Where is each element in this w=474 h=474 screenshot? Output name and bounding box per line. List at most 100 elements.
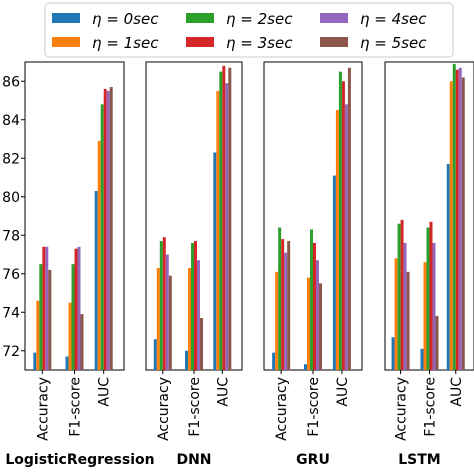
x-tick-label: AUC [449,377,465,407]
bar [435,316,439,370]
bar [97,140,101,370]
bar [284,252,288,370]
y-tick-label: 74 [2,305,20,321]
panel-title: LogisticRegression [5,452,154,468]
y-tick-label: 78 [2,228,20,244]
legend-swatch [320,13,348,23]
x-tick-label: F1-score [306,377,322,437]
bar [153,339,157,370]
panel: Accuracy F1-score AUC LogisticRegression [5,61,155,468]
y-tick-label: 86 [2,74,20,90]
legend-label: η = 3sec [226,34,293,52]
x-tick-label: Accuracy [394,377,410,441]
legend-swatch [320,37,348,47]
bar [432,242,436,370]
bar [33,352,37,370]
bar [109,87,113,371]
bar [458,67,462,371]
bar [77,246,81,370]
bar [188,267,191,370]
legend-swatch [52,13,80,23]
bar [200,318,203,370]
bar [316,260,319,370]
bar [162,237,166,370]
y-tick-label: 72 [2,344,20,360]
bar [394,258,398,370]
bar [185,350,188,370]
bar [461,77,465,371]
bar [426,227,430,370]
bar [281,239,285,370]
bar [191,242,194,370]
bar [68,302,72,370]
bar [74,248,78,370]
bar [406,271,410,370]
bar [228,67,232,371]
bar [344,104,348,370]
bar [335,110,339,370]
y-tick-label: 80 [2,190,20,206]
x-tick-label: F1-score [187,377,203,437]
bar [310,229,313,370]
y-tick-label: 84 [2,113,20,129]
bar [272,352,276,370]
bar [213,152,217,370]
bar [341,81,345,370]
legend-label: η = 2sec [226,10,293,28]
bar [168,275,172,370]
legend-frame [44,2,454,58]
bar [219,71,223,370]
legend-label: η = 4sec [360,10,427,28]
bar [197,260,200,370]
bar [420,348,424,370]
x-tick-label: Accuracy [156,377,172,441]
panel-title: GRU [296,452,330,468]
bar [42,246,46,370]
bar [275,271,279,370]
bar [48,269,52,370]
panel: Accuracy F1-score AUC GRU [263,61,363,468]
bar [65,356,69,370]
bar [332,175,336,370]
legend: η = 0sec η = 1sec η = 2sec η = 3sec η = 4sec… [44,2,454,58]
bar [455,69,459,370]
y-tick-label: 82 [2,151,20,167]
panel: Accuracy F1-score AUC LSTM [384,61,474,468]
bar [80,314,84,370]
bar [400,219,404,370]
bar [307,277,310,370]
bar [156,267,160,370]
bar [103,88,107,370]
bar [39,264,43,370]
bar [100,104,104,370]
legend-swatch [186,37,214,47]
legend-label: η = 1sec [92,34,159,52]
bar [446,164,450,370]
bar [319,283,322,370]
x-tick-label: AUC [97,377,113,407]
x-tick-label: F1-score [423,377,439,437]
bar [449,81,453,370]
x-tick-label: F1-score [68,377,84,437]
bar [347,67,351,371]
x-tick-label: Accuracy [35,377,51,441]
y-tick-label: 76 [2,267,20,283]
bar [36,300,40,370]
bar [429,221,433,370]
bar [313,242,316,370]
panel-title: LSTM [398,452,441,468]
legend-label: η = 0sec [92,10,159,28]
bar [338,71,342,370]
bar [194,241,197,370]
bar [159,241,163,370]
bar [391,337,395,370]
bar [165,254,169,370]
bar [287,241,291,370]
x-tick-label: AUC [215,377,231,407]
x-tick-label: AUC [335,377,351,407]
bar [403,242,407,370]
panel-title: DNN [176,452,211,468]
legend-swatch [186,13,214,23]
panel: Accuracy F1-score AUC DNN [145,61,243,468]
